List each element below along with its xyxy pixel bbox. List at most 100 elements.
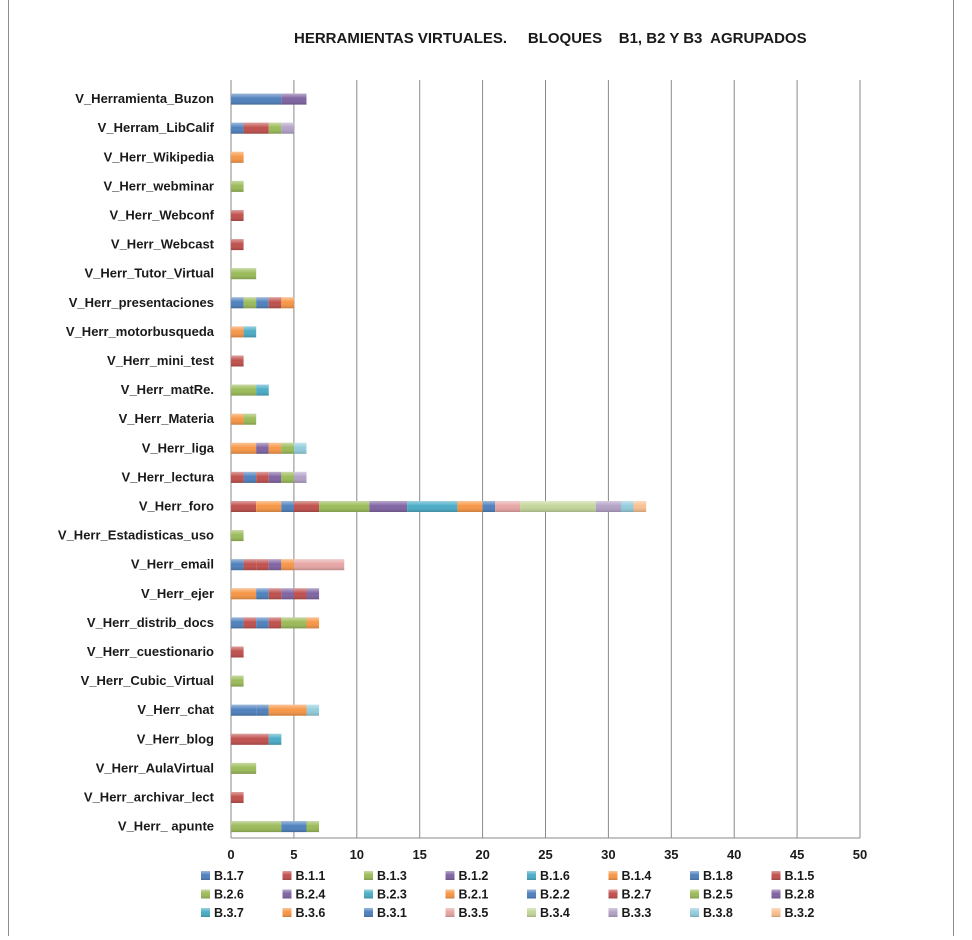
svg-text:B.3.5: B.3.5 <box>459 906 489 920</box>
svg-text:B.1.2: B.1.2 <box>459 869 489 883</box>
bar-segment <box>281 93 307 105</box>
x-tick-label: 40 <box>727 847 741 862</box>
category-label: V_Herr_motorbusqueda <box>66 324 215 339</box>
category-label: V_Herr_presentaciones <box>69 295 214 310</box>
svg-text:B.3.2: B.3.2 <box>785 906 815 920</box>
svg-text:B.2.1: B.2.1 <box>459 888 489 902</box>
svg-text:B.2.3: B.2.3 <box>377 888 407 902</box>
bar-segment <box>457 501 483 512</box>
bar-segment <box>256 297 269 309</box>
legend-item: B.1.5 <box>771 869 814 883</box>
bar-segment <box>268 122 282 134</box>
category-label: V_Herr_matRe. <box>121 382 214 397</box>
legend-item: B.1.4 <box>608 869 652 883</box>
bar-segment <box>268 588 282 600</box>
legend-item: B.3.5 <box>445 906 489 920</box>
x-tick-label: 15 <box>412 847 426 862</box>
category-label: V_Herr_webminar <box>103 178 214 193</box>
bar-segment <box>268 704 307 716</box>
svg-text:B.3.4: B.3.4 <box>540 906 570 920</box>
bar-segment <box>256 704 269 716</box>
legend-item: B.1.6 <box>527 869 570 883</box>
bar-segment <box>231 559 244 571</box>
category-label: V_Herr_chat <box>137 702 214 717</box>
bar-segment <box>268 471 282 483</box>
bar-segment <box>369 501 408 512</box>
bar-segment <box>231 326 244 338</box>
svg-text:B.1.6: B.1.6 <box>540 869 570 883</box>
category-label: V_Herr_Tutor_Virtual <box>84 266 214 281</box>
legend-item: B.3.1 <box>364 906 407 920</box>
bar-segment <box>231 530 244 542</box>
category-label: V_Herr_ejer <box>141 586 214 601</box>
legend-item: B.2.6 <box>201 888 244 902</box>
legend-item: B.1.1 <box>282 869 325 883</box>
legend-item: B.2.3 <box>364 888 407 902</box>
bar-segment <box>243 471 257 483</box>
category-label: V_Herr_archivar_lect <box>84 790 215 805</box>
svg-text:B.2.5: B.2.5 <box>703 888 733 902</box>
category-label: V_Herramienta_Buzon <box>75 91 214 106</box>
bar-segment <box>407 501 458 512</box>
bar-segment <box>256 617 269 629</box>
legend-item: B.3.7 <box>201 906 244 920</box>
bar-segment <box>231 821 282 833</box>
bar-segment <box>231 617 244 629</box>
svg-text:B.1.8: B.1.8 <box>703 869 733 883</box>
bar-segment <box>268 617 282 629</box>
stacked-bar-chart: HERRAMIENTAS VIRTUALES. BLOQUES B1, B2 Y… <box>58 30 867 920</box>
bar-segment <box>243 326 257 338</box>
svg-text:B.1.7: B.1.7 <box>214 869 244 883</box>
bar-segment <box>231 151 244 163</box>
svg-text:B.2.6: B.2.6 <box>214 888 244 902</box>
bar-segment <box>231 93 282 105</box>
category-label: V_Herr_Webconf <box>109 208 214 223</box>
bar-segment <box>293 501 320 512</box>
svg-text:B.3.7: B.3.7 <box>214 906 244 920</box>
bar-segment <box>231 704 257 716</box>
category-label: V_Herr_AulaVirtual <box>96 760 214 775</box>
bar-segment <box>243 122 269 134</box>
bar-segment <box>268 559 282 571</box>
x-tick-label: 0 <box>227 847 234 862</box>
category-label: V_Herr_Materia <box>119 411 215 426</box>
bar-segment <box>306 704 320 716</box>
x-tick-label: 30 <box>601 847 615 862</box>
svg-text:B.1.3: B.1.3 <box>377 869 407 883</box>
x-tick-label: 5 <box>290 847 297 862</box>
gridlines <box>230 80 861 839</box>
svg-text:B.3.6: B.3.6 <box>296 906 326 920</box>
bar-segment <box>231 210 244 221</box>
bar-segment <box>293 559 345 571</box>
category-label: V_Herr_lectura <box>122 469 215 484</box>
chart-frame: HERRAMIENTAS VIRTUALES. BLOQUES B1, B2 Y… <box>8 0 954 936</box>
category-label: V_Herr_Estadisticas_uso <box>58 528 214 543</box>
legend-item: B.3.2 <box>771 906 815 920</box>
bar-segment <box>281 617 307 629</box>
bar-segment <box>256 588 269 600</box>
legend-item: B.1.8 <box>690 869 733 883</box>
legend-item: B.1.2 <box>445 869 489 883</box>
x-tick-label: 25 <box>538 847 552 862</box>
legend-item: B.3.4 <box>527 906 570 920</box>
bar-segment <box>231 355 244 367</box>
x-tick-labels: 0 5 10 15 20 25 30 35 40 45 50 <box>227 847 867 862</box>
category-label: V_Herr_foro <box>139 499 214 514</box>
bar-segment <box>231 442 257 454</box>
bar-segment <box>256 559 269 571</box>
bar-segment <box>231 471 244 483</box>
svg-text:B.2.2: B.2.2 <box>540 888 570 902</box>
bar-segment <box>306 617 320 629</box>
category-label: V_Herram_LibCalif <box>98 120 215 135</box>
svg-text:B.2.8: B.2.8 <box>785 888 815 902</box>
bar-segment <box>231 413 244 425</box>
svg-text:B.1.4: B.1.4 <box>622 869 652 883</box>
category-labels: V_Herramienta_Buzon V_Herram_LibCalif V_He… <box>58 91 215 833</box>
legend-item: B.2.2 <box>527 888 570 902</box>
bar-segment <box>281 821 307 833</box>
bar-segment <box>231 588 257 600</box>
category-label: V_Herr_Cubic_Virtual <box>81 673 214 688</box>
x-tick-label: 45 <box>790 847 804 862</box>
category-label: V_Herr_Webcast <box>111 237 215 252</box>
category-label: V_Herr_blog <box>137 731 214 746</box>
